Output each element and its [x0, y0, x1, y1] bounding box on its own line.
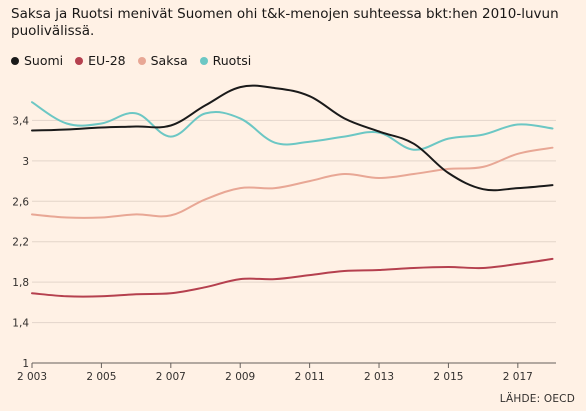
- legend-label-ruotsi: Ruotsi: [212, 53, 252, 68]
- legend-item-eu28: EU-28: [75, 53, 126, 68]
- legend-item-suomi: Suomi: [11, 53, 63, 68]
- x-tick-label: 2 011: [295, 371, 325, 383]
- x-tick-label: 2 017: [503, 371, 533, 383]
- x-axis: 2 003 2 005 2 007 2 009 2 011 2 013 2 015 2 017: [17, 362, 556, 383]
- grid-lines: [32, 119, 556, 324]
- legend-marker-ruotsi: [199, 56, 208, 65]
- x-tick-label: 2 007: [156, 371, 186, 383]
- legend-item-ruotsi: Ruotsi: [199, 53, 252, 68]
- y-tick-label: 1,8: [12, 277, 29, 289]
- y-tick-label: 2,6: [12, 196, 29, 208]
- x-tick-label: 2 005: [86, 371, 116, 383]
- legend-label-eu28: EU-28: [88, 53, 126, 68]
- series-line-eu28: [31, 257, 554, 298]
- series-line-ruotsi: [31, 101, 554, 151]
- y-tick-label: 3,4: [12, 115, 29, 127]
- series-line-suomi: [31, 84, 554, 192]
- legend-marker-eu28: [75, 56, 84, 65]
- legend-marker-saksa: [137, 56, 146, 65]
- y-tick-label: 3: [22, 156, 29, 168]
- x-tick-label: 2 003: [17, 371, 47, 383]
- x-tick-label: 2 009: [225, 371, 255, 383]
- y-tick-label: 2,2: [12, 237, 29, 249]
- y-tick-label: 1,4: [12, 318, 29, 330]
- x-tick-label: 2 015: [433, 371, 463, 383]
- legend-item-saksa: Saksa: [137, 53, 188, 68]
- series-lines: [31, 84, 554, 298]
- y-tick-label: 1: [22, 358, 29, 370]
- legend: Suomi EU-28 Saksa Ruotsi: [11, 53, 263, 68]
- series-line-saksa: [31, 146, 554, 219]
- x-tick-label: 2 013: [364, 371, 394, 383]
- legend-marker-suomi: [11, 56, 19, 65]
- legend-label-suomi: Suomi: [24, 53, 64, 68]
- source-note: LÄHDE: OECD: [499, 393, 575, 405]
- chart-title: Saksa ja Ruotsi menivät Suomen ohi t&k-m…: [11, 6, 559, 39]
- legend-label-saksa: Saksa: [150, 53, 188, 68]
- y-axis-tick-labels: 1 1,4 1,8 2,2 2,6 3 3,4: [12, 115, 29, 370]
